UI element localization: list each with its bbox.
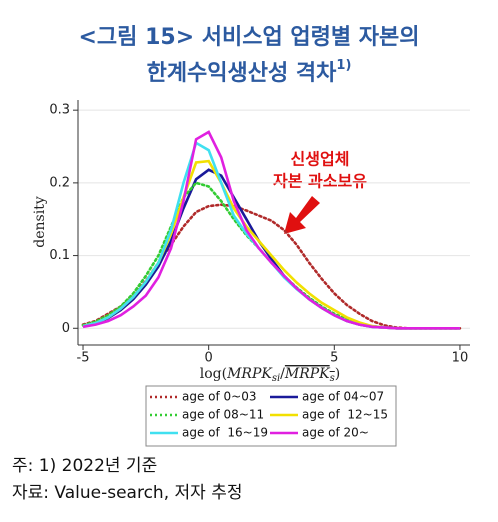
x-label-part: s	[330, 373, 335, 384]
x-tick-label: 10	[452, 351, 469, 366]
series-line	[82, 130, 460, 330]
legend-label: age of 12~15	[302, 408, 388, 422]
x-label-part: MRPK	[284, 366, 331, 382]
x-tick-label: 0	[205, 351, 213, 366]
note: 주: 1) 2022년 기준	[12, 456, 157, 476]
annotation: 신생업체	[291, 150, 350, 169]
note: 자료: Value-search, 저자 추정	[12, 483, 242, 503]
legend-box	[145, 385, 397, 447]
legend-label: age of 0~03	[182, 390, 257, 404]
annotation: 자본 과소보유	[273, 172, 367, 191]
chart-title: 한계수익생산성 격차1)	[147, 58, 352, 87]
series-line	[82, 168, 460, 330]
chart-title: 한계수익생산성 격차	[147, 61, 338, 86]
x-tick-label: -5	[77, 351, 90, 366]
title-superscript: 1)	[336, 58, 351, 73]
y-tick-label: 0	[62, 321, 70, 336]
x-label-part: si	[272, 373, 280, 384]
legend-label: age of 08~11	[182, 408, 264, 422]
y-tick-label: 0.2	[49, 175, 70, 190]
x-label-part: )	[335, 366, 340, 382]
x-label-part: log(	[200, 366, 227, 382]
chart-title: <그림 15> 서비스업 업령별 자본의	[79, 25, 420, 50]
x-label-part: MRPK	[226, 366, 273, 382]
x-axis-label: log(MRPKsi/MRPKs)	[200, 366, 341, 384]
series-line	[82, 159, 460, 330]
series-line	[81, 203, 462, 330]
y-tick-label: 0.1	[49, 248, 70, 263]
x-tick-label: 5	[330, 351, 338, 366]
x-label-part: /	[280, 366, 285, 382]
legend-label: age of 16~19	[182, 426, 268, 440]
legend-label: age of 04~07	[302, 390, 384, 404]
y-tick-label: 0.3	[49, 103, 70, 118]
y-axis-label: density	[32, 196, 48, 248]
annotation-arrow	[284, 196, 320, 234]
legend-label: age of 20~	[302, 426, 369, 440]
